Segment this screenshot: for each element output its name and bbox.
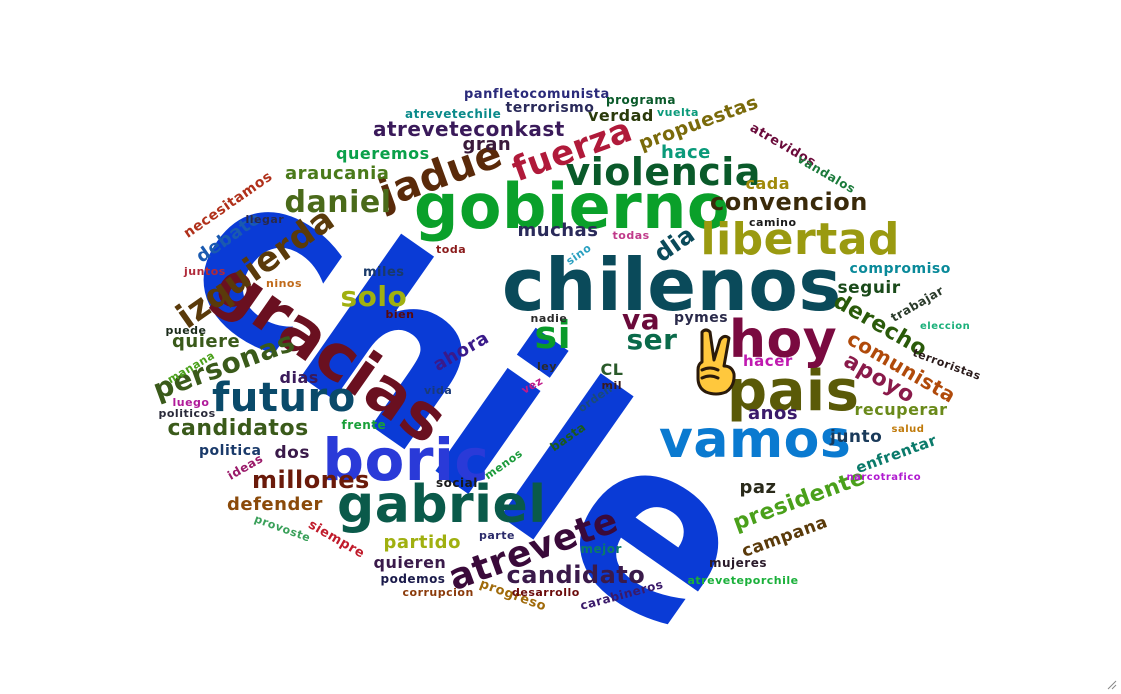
cloud-word: vida <box>424 383 453 397</box>
cloud-word: politicos <box>158 406 216 420</box>
cloud-word: ninos <box>266 276 303 290</box>
cloud-word: seguir <box>837 277 901 298</box>
cloud-word: verdad <box>588 106 654 125</box>
cloud-word: libertad <box>700 214 900 265</box>
cloud-word: CL <box>600 360 624 379</box>
cloud-word: solo <box>340 280 408 313</box>
cloud-word: dias <box>279 368 319 387</box>
cloud-word: panfletocomunista <box>464 86 610 102</box>
cloud-word: daniel <box>284 185 392 220</box>
cloud-word: desarrollo <box>512 585 580 599</box>
cloud-word: podemos <box>380 572 446 586</box>
cloud-word: eleccion <box>920 321 971 332</box>
cloud-word: atreveteconkast <box>373 117 565 141</box>
cloud-word: social <box>436 476 478 490</box>
cloud-word: mil <box>601 378 623 392</box>
cloud-word: paz <box>739 477 777 498</box>
cloud-word: narcotrafico <box>846 472 922 483</box>
cloud-word: vuelta <box>657 105 699 119</box>
cloud-word: violencia <box>565 150 761 194</box>
cloud-word: vamos <box>659 410 852 470</box>
cloud-word: ley <box>537 359 557 373</box>
cloud-word: convencion <box>710 188 868 216</box>
cloud-word: mejor <box>580 542 622 556</box>
cloud-word: pais <box>727 359 860 424</box>
cloud-word: salud <box>891 424 925 435</box>
cloud-word: puede <box>165 323 207 337</box>
cloud-word: araucania <box>285 163 390 184</box>
cloud-word: gabriel <box>337 475 547 535</box>
cloud-word: partido <box>383 532 461 553</box>
cloud-word: gran <box>462 134 512 155</box>
cloud-word: parte <box>479 528 515 542</box>
cloud-word: candidatos <box>167 416 309 441</box>
cloud-word: millones <box>252 466 370 494</box>
cloud-word: boric <box>322 426 490 494</box>
cloud-word: pymes <box>674 310 729 326</box>
cloud-word: todas <box>612 228 650 242</box>
cloud-word: hoy <box>729 310 838 370</box>
cloud-word: gobierno <box>414 170 730 243</box>
cloud-word: queremos <box>336 144 430 163</box>
cloud-word: candidato <box>506 561 646 589</box>
cloud-word: bien <box>385 307 415 321</box>
cloud-word: futuro <box>212 375 356 421</box>
cloud-word: va <box>622 303 661 336</box>
cloud-word: provoste <box>252 511 312 545</box>
cloud-word: si <box>534 313 572 357</box>
cloud-word: nadie <box>530 311 568 325</box>
cloud-word: dos <box>274 442 310 463</box>
cloud-word: defender <box>227 494 323 515</box>
cloud-word: programa <box>606 93 676 107</box>
cloud-word: recuperar <box>854 400 948 419</box>
cloud-word: chilenos <box>502 243 842 327</box>
cloud-word: mujeres <box>709 556 767 570</box>
cloud-word: luego <box>172 395 210 409</box>
victory-hand-icon <box>696 328 736 396</box>
cloud-word: quiere <box>172 331 241 352</box>
cloud-word: cada <box>745 174 791 193</box>
cloud-word: atreveteporchile <box>687 573 799 587</box>
cloud-word: corrupcion <box>402 585 474 599</box>
cloud-word: camino <box>749 215 797 229</box>
cloud-word: llegar <box>245 212 285 226</box>
cloud-word: compromiso <box>849 261 951 277</box>
cloud-word: juntos <box>184 264 226 278</box>
cloud-word: terrorismo <box>505 100 595 116</box>
cloud-word: hace <box>661 142 711 163</box>
cloud-word: politica <box>199 443 262 459</box>
cloud-word: frente <box>341 418 387 432</box>
cloud-word: quieren <box>373 553 447 572</box>
resize-grip-icon[interactable] <box>1105 678 1117 690</box>
cloud-word: miles <box>363 264 405 280</box>
cloud-word: ser <box>626 323 678 356</box>
cloud-word: muchas <box>517 220 599 241</box>
cloud-word: anos <box>748 403 799 424</box>
cloud-word: hacer <box>743 351 793 370</box>
cloud-word: atrevetechile <box>405 107 502 121</box>
cloud-word: toda <box>436 242 467 256</box>
cloud-word: junto <box>830 426 883 447</box>
